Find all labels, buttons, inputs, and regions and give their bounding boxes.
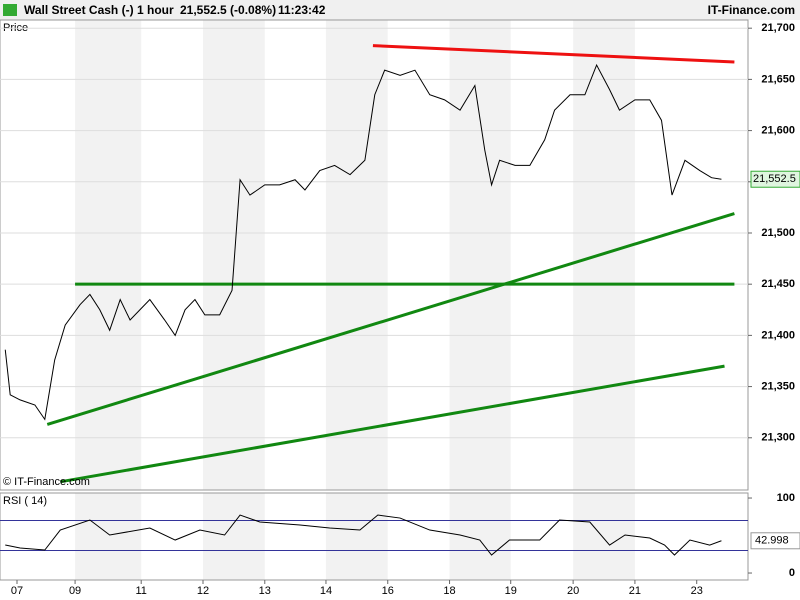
series-line	[5, 514, 722, 556]
day-band	[449, 20, 511, 490]
x-tick-label: 14	[320, 585, 332, 597]
panel-title: RSI ( 14)	[3, 495, 47, 507]
x-tick-label: 23	[691, 585, 703, 597]
symbol: Wall Street Cash (-)	[24, 3, 134, 17]
trend-line	[372, 44, 735, 64]
panel-frame	[0, 492, 749, 581]
last-value-label: 42.998	[755, 535, 789, 547]
x-tick-label: 13	[259, 585, 271, 597]
day-band	[573, 493, 635, 580]
day-band	[202, 493, 265, 580]
x-tick-label: 16	[382, 585, 394, 597]
day-band	[75, 493, 142, 580]
y-tick-label: 21,400	[761, 329, 795, 341]
day-band	[325, 20, 388, 490]
x-tick-label: 21	[629, 585, 641, 597]
trend-line	[46, 212, 735, 426]
brand: IT-Finance.com	[708, 3, 795, 17]
last-price-label: 21,552.5	[753, 173, 796, 185]
last-price-box	[750, 170, 800, 188]
panel-frame	[0, 19, 749, 491]
y-tick-label: 21,350	[761, 380, 795, 392]
x-tick-label: 11	[135, 585, 146, 597]
time: 11:23:42	[278, 3, 326, 17]
x-tick-label: 20	[567, 585, 579, 597]
last-value-box	[750, 532, 800, 550]
y-tick-label: 21,600	[761, 124, 795, 136]
y-tick-label: 21,700	[761, 22, 795, 34]
day-band	[202, 20, 265, 490]
day-band	[325, 493, 388, 580]
trend-line	[59, 364, 725, 484]
y-tick-label: 21,450	[761, 278, 795, 290]
day-band	[75, 20, 142, 490]
chart-icon	[3, 4, 17, 16]
header-bar	[0, 0, 800, 20]
x-tick-label: 19	[505, 585, 517, 597]
y-tick-label: 21,500	[761, 227, 795, 239]
x-tick-label: 07	[11, 585, 23, 597]
y-tick-label: 100	[777, 492, 795, 504]
y-tick-label: 21,650	[761, 73, 795, 85]
watermark: © IT-Finance.com	[3, 476, 90, 488]
y-tick-label: 0	[789, 567, 795, 579]
y-tick-label: 21,300	[761, 432, 795, 444]
x-tick-label: 09	[69, 585, 81, 597]
quote: 21,552.5 (-0.08%)	[180, 3, 276, 17]
x-tick-label: 18	[443, 585, 455, 597]
interval: 1 hour	[137, 3, 174, 17]
x-tick-label: 12	[197, 585, 209, 597]
day-band	[449, 493, 511, 580]
series-line	[4, 63, 722, 421]
